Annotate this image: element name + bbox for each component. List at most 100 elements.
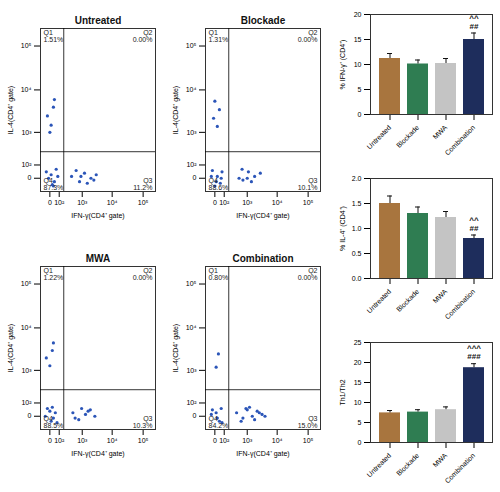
- svg-text:Q310.1%: Q310.1%: [298, 177, 318, 191]
- svg-text:10³: 10³: [242, 199, 253, 206]
- svg-text:Blockade: Blockade: [395, 452, 420, 477]
- svg-text:MWA: MWA: [431, 123, 448, 140]
- svg-text:Q310.3%: Q310.3%: [133, 415, 153, 429]
- svg-text:IL-4(CD4⁺ gate): IL-4(CD4⁺ gate): [172, 324, 180, 372]
- svg-text:IFN-γ(CD4⁺ gate): IFN-γ(CD4⁺ gate): [71, 212, 124, 220]
- svg-text:10⁴: 10⁴: [21, 86, 32, 93]
- svg-text:IFN-γ(CD4⁺ gate): IFN-γ(CD4⁺ gate): [71, 450, 124, 458]
- svg-text:10²: 10²: [54, 199, 65, 206]
- svg-text:Th1/Th2: Th1/Th2: [339, 379, 346, 405]
- svg-text:10³: 10³: [186, 129, 197, 136]
- svg-text:IFN-γ(CD4⁺ gate): IFN-γ(CD4⁺ gate): [236, 450, 289, 458]
- svg-text:Untreated: Untreated: [75, 15, 122, 26]
- svg-text:Q11.22%: Q11.22%: [44, 267, 64, 281]
- svg-text:Q20.00%: Q20.00%: [298, 29, 318, 43]
- svg-text:5: 5: [358, 86, 362, 93]
- svg-text:Combination: Combination: [444, 288, 477, 321]
- svg-text:IFN-γ(CD4⁺ gate): IFN-γ(CD4⁺ gate): [236, 212, 289, 220]
- svg-text:MWA: MWA: [431, 287, 448, 304]
- svg-text:10³: 10³: [242, 437, 253, 444]
- svg-text:IL-4(CD4⁺ gate): IL-4(CD4⁺ gate): [172, 86, 180, 134]
- svg-text:10³: 10³: [21, 129, 32, 136]
- svg-text:10⁴: 10⁴: [107, 437, 118, 444]
- svg-text:0: 0: [213, 437, 217, 444]
- svg-text:Q11.51%: Q11.51%: [44, 29, 64, 43]
- svg-text:10²: 10²: [219, 437, 230, 444]
- svg-text:10²: 10²: [21, 161, 32, 168]
- svg-text:###: ###: [467, 352, 481, 361]
- svg-text:0: 0: [28, 412, 32, 419]
- svg-text:Q10.80%: Q10.80%: [209, 267, 229, 281]
- svg-text:Combination: Combination: [444, 124, 477, 157]
- svg-text:Q488.6%: Q488.6%: [209, 177, 229, 191]
- svg-text:0.5: 0.5: [352, 250, 362, 257]
- svg-text:0.0: 0.0: [352, 275, 362, 282]
- svg-text:10⁵: 10⁵: [138, 437, 149, 444]
- svg-text:15: 15: [354, 379, 362, 386]
- svg-text:Blockade: Blockade: [395, 124, 420, 149]
- svg-text:Untreated: Untreated: [366, 124, 393, 151]
- svg-text:10³: 10³: [77, 437, 88, 444]
- svg-text:10⁴: 10⁴: [107, 199, 118, 206]
- svg-text:2.0: 2.0: [352, 175, 362, 182]
- svg-text:Q20.00%: Q20.00%: [133, 267, 153, 281]
- svg-text:% IFN-γ⁺ (CD4⁺): % IFN-γ⁺ (CD4⁺): [339, 40, 347, 90]
- svg-text:10: 10: [354, 399, 362, 406]
- svg-text:1.5: 1.5: [352, 200, 362, 207]
- svg-text:Q487.3%: Q487.3%: [44, 177, 64, 191]
- svg-text:Q315.0%: Q315.0%: [298, 415, 318, 429]
- svg-text:10²: 10²: [186, 399, 197, 406]
- svg-text:5: 5: [358, 419, 362, 426]
- svg-text:1.0: 1.0: [352, 225, 362, 232]
- svg-text:IL-4(CD4⁺ gate): IL-4(CD4⁺ gate): [7, 324, 15, 372]
- svg-text:10⁴: 10⁴: [186, 324, 197, 331]
- svg-text:10⁵: 10⁵: [303, 437, 314, 444]
- svg-text:10³: 10³: [186, 367, 197, 374]
- svg-text:15: 15: [354, 36, 362, 43]
- svg-text:Q11.31%: Q11.31%: [209, 29, 229, 43]
- svg-text:0: 0: [358, 111, 362, 118]
- svg-text:0: 0: [193, 174, 197, 181]
- svg-text:20: 20: [354, 11, 362, 18]
- svg-text:Q488.5%: Q488.5%: [44, 415, 64, 429]
- svg-text:0: 0: [358, 439, 362, 446]
- svg-text:Blockade: Blockade: [241, 15, 286, 26]
- svg-text:25: 25: [354, 339, 362, 346]
- svg-text:10⁵: 10⁵: [138, 199, 149, 206]
- svg-text:0: 0: [48, 437, 52, 444]
- svg-text:10⁵: 10⁵: [21, 280, 32, 287]
- svg-text:10⁴: 10⁴: [272, 437, 283, 444]
- svg-text:0: 0: [193, 412, 197, 419]
- svg-text:Combination: Combination: [232, 253, 293, 264]
- svg-text:IL-4(CD4⁺ gate): IL-4(CD4⁺ gate): [7, 86, 15, 134]
- svg-text:% IL-4⁺ (CD4⁺): % IL-4⁺ (CD4⁺): [339, 206, 347, 251]
- svg-text:Untreated: Untreated: [366, 288, 393, 315]
- svg-text:0: 0: [28, 174, 32, 181]
- svg-text:10²: 10²: [54, 437, 65, 444]
- svg-text:MWA: MWA: [86, 253, 110, 264]
- svg-text:MWA: MWA: [431, 451, 448, 468]
- svg-text:10²: 10²: [21, 399, 32, 406]
- svg-text:10³: 10³: [21, 367, 32, 374]
- svg-text:Q20.00%: Q20.00%: [133, 29, 153, 43]
- svg-text:20: 20: [354, 359, 362, 366]
- svg-text:##: ##: [470, 22, 479, 31]
- svg-text:##: ##: [470, 224, 479, 233]
- svg-text:Combination: Combination: [444, 452, 477, 485]
- svg-text:10²: 10²: [219, 199, 230, 206]
- svg-text:10: 10: [354, 61, 362, 68]
- svg-text:Untreated: Untreated: [366, 452, 393, 479]
- svg-text:10⁵: 10⁵: [21, 42, 32, 49]
- svg-text:10⁵: 10⁵: [186, 280, 197, 287]
- svg-text:10⁴: 10⁴: [272, 199, 283, 206]
- svg-text:0: 0: [48, 199, 52, 206]
- svg-text:10⁴: 10⁴: [186, 86, 197, 93]
- svg-text:10²: 10²: [186, 161, 197, 168]
- svg-text:Q20.00%: Q20.00%: [298, 267, 318, 281]
- svg-text:Blockade: Blockade: [395, 288, 420, 313]
- svg-text:10⁵: 10⁵: [186, 42, 197, 49]
- svg-text:Q484.2%: Q484.2%: [209, 415, 229, 429]
- svg-text:10⁴: 10⁴: [21, 324, 32, 331]
- svg-text:Q311.2%: Q311.2%: [133, 177, 152, 191]
- svg-text:10³: 10³: [77, 199, 88, 206]
